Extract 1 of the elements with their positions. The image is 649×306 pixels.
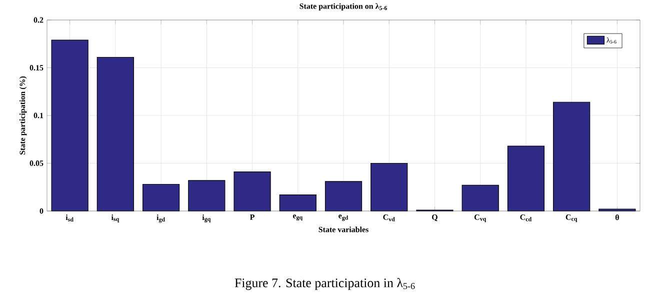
caption: Figure 7. State participation in λ$_{5-6}$ <box>234 278 415 290</box>
